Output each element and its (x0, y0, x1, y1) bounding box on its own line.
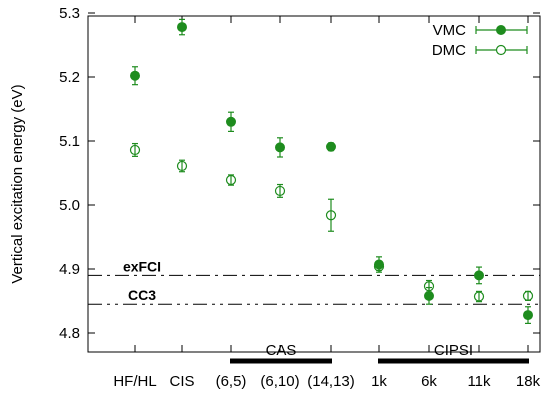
data-point (423, 279, 435, 293)
marker (176, 160, 188, 172)
data-point (523, 306, 533, 324)
marker (275, 142, 285, 153)
plot-frame (87, 15, 541, 353)
y-tick-label: 5.1 (59, 133, 80, 150)
data-point (129, 142, 141, 157)
x-tick-label: 6k (421, 373, 437, 390)
marker (129, 144, 141, 156)
marker (225, 174, 237, 186)
group-label: CAS (266, 342, 297, 359)
marker (177, 22, 187, 33)
data-point (176, 159, 188, 173)
marker (373, 261, 385, 272)
data-point (326, 141, 336, 152)
x-tick-label: (6,10) (260, 373, 299, 390)
data-point (274, 183, 286, 198)
data-point (275, 137, 285, 158)
marker (325, 210, 337, 221)
x-tick-label: CIS (169, 373, 194, 390)
marker (226, 116, 236, 127)
marker (522, 290, 534, 301)
x-tick-label: 18k (516, 373, 541, 390)
series-vmc (130, 18, 533, 324)
data-point (225, 174, 237, 186)
x-tick-label: 11k (467, 373, 491, 390)
marker (424, 290, 434, 301)
reference-line-label: exFCI (123, 258, 161, 274)
y-axis-label: Vertical excitation energy (eV) (9, 84, 26, 283)
data-point (473, 290, 485, 303)
data-series (129, 18, 534, 324)
x-tick-label: (6,5) (216, 373, 247, 390)
y-tick-label: 4.8 (59, 325, 80, 342)
marker (423, 281, 435, 292)
legend-marker (496, 25, 506, 35)
data-point (130, 66, 140, 86)
group-label: CIPSI (434, 342, 473, 359)
group-brackets: CAS CIPSI (230, 342, 529, 364)
y-tick-label: 4.9 (59, 261, 80, 278)
series-dmc (129, 142, 534, 303)
marker (474, 270, 484, 281)
x-tick-label: 1k (371, 373, 387, 390)
data-point (522, 290, 534, 301)
reference-line-label: CC3 (128, 287, 156, 303)
x-tick-label: (14,13) (307, 373, 355, 390)
plot-border (87, 15, 541, 353)
x-axis-ticks: HF/HL CIS (6,5) (6,10) (14,13) 1k 6k 11k 18k (113, 16, 541, 390)
marker (130, 70, 140, 81)
y-tick-label: 5.3 (59, 5, 80, 22)
legend-marker (495, 44, 507, 56)
data-point (177, 18, 187, 36)
data-point (325, 198, 337, 232)
marker (274, 185, 286, 197)
marker (523, 310, 533, 321)
marker (326, 141, 336, 152)
reference-lines: exFCI CC3 (88, 258, 540, 305)
y-axis-ticks: 4.8 4.9 5.0 5.1 5.2 5.3 (59, 5, 540, 342)
data-point (373, 261, 385, 272)
x-tick-label: HF/HL (113, 373, 156, 390)
legend-label: DMC (432, 42, 466, 59)
data-point (474, 266, 484, 285)
marker (473, 291, 485, 302)
data-point (226, 111, 236, 132)
legend: VMC DMC (432, 22, 528, 59)
y-tick-label: 5.0 (59, 197, 80, 214)
legend-label: VMC (433, 22, 467, 39)
y-tick-label: 5.2 (59, 69, 80, 86)
